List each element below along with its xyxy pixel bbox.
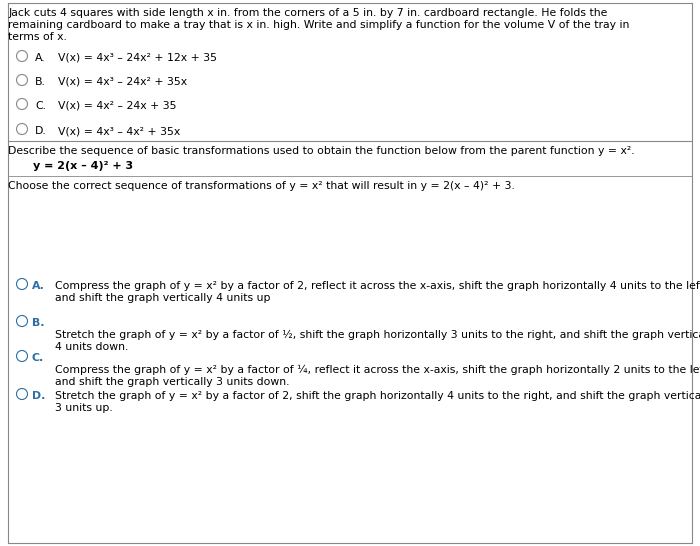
Text: V(x) = 4x³ – 24x² + 12x + 35: V(x) = 4x³ – 24x² + 12x + 35 [58,53,217,63]
Text: and shift the graph vertically 4 units up: and shift the graph vertically 4 units u… [55,293,270,303]
Text: terms of x.: terms of x. [8,32,67,42]
Text: y = 2(x – 4)² + 3: y = 2(x – 4)² + 3 [33,161,133,171]
Text: B.: B. [32,318,45,328]
Text: 3 units up.: 3 units up. [55,403,113,413]
Text: A.: A. [35,53,46,63]
Text: C.: C. [32,353,44,363]
Text: Compress the graph of y = x² by a factor of ¼, reflect it across the x-axis, shi: Compress the graph of y = x² by a factor… [55,365,700,375]
Text: V(x) = 4x² – 24x + 35: V(x) = 4x² – 24x + 35 [58,101,176,111]
Text: 4 units down.: 4 units down. [55,342,128,352]
Text: A.: A. [32,281,45,291]
Text: Jack cuts 4 squares with side length x in. from the corners of a 5 in. by 7 in. : Jack cuts 4 squares with side length x i… [8,8,608,18]
Text: C.: C. [35,101,46,111]
Text: B.: B. [35,77,46,87]
Text: Choose the correct sequence of transformations of y = x² that will result in y =: Choose the correct sequence of transform… [8,181,515,191]
Text: Describe the sequence of basic transformations used to obtain the function below: Describe the sequence of basic transform… [8,146,635,156]
Text: Stretch the graph of y = x² by a factor of 2, shift the graph horizontally 4 uni: Stretch the graph of y = x² by a factor … [55,391,700,401]
Text: and shift the graph vertically 3 units down.: and shift the graph vertically 3 units d… [55,377,290,387]
Text: D.: D. [35,126,47,136]
Text: Stretch the graph of y = x² by a factor of ½, shift the graph horizontally 3 uni: Stretch the graph of y = x² by a factor … [55,330,700,340]
Text: D.: D. [32,391,46,401]
Text: remaining cardboard to make a tray that is x in. high. Write and simplify a func: remaining cardboard to make a tray that … [8,20,629,30]
Text: V(x) = 4x³ – 4x² + 35x: V(x) = 4x³ – 4x² + 35x [58,126,181,136]
Text: Compress the graph of y = x² by a factor of 2, reflect it across the x-axis, shi: Compress the graph of y = x² by a factor… [55,281,700,291]
Text: V(x) = 4x³ – 24x² + 35x: V(x) = 4x³ – 24x² + 35x [58,77,187,87]
